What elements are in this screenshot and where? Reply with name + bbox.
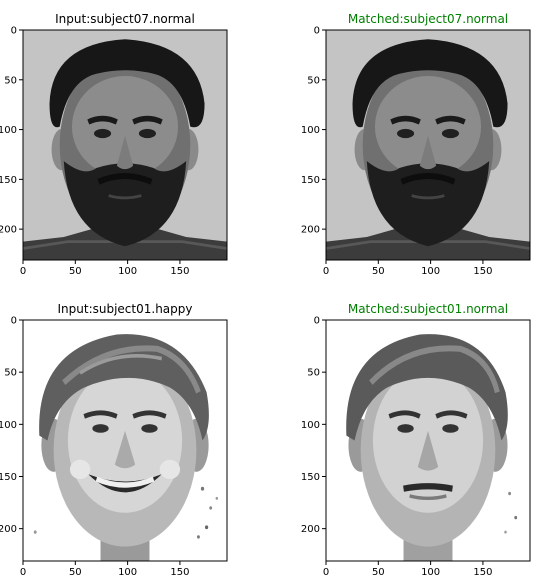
y-tick-label: 0 [11,316,17,327]
y-tick-label: 150 [0,175,17,186]
y-tick-label: 50 [4,368,17,379]
subplot-title: Input:subject01.happy [58,302,193,316]
x-tick-label: 100 [118,567,137,578]
subplot-1: Input:subject07.normal 0 50 100 150 0 50 100 150… [0,12,227,277]
axes-frame [325,29,531,261]
y-tick-label: 50 [4,75,17,86]
y-tick-label: 100 [301,420,320,431]
subplot-3: Input:subject01.happy 0 50 100 150 0 50 100 150 2… [0,302,227,578]
x-tick-label: 100 [421,266,440,277]
x-tick-label: 50 [372,567,385,578]
axes-frame [22,29,228,261]
subplot-title: Input:subject07.normal [55,12,195,26]
x-tick-label: 0 [20,567,26,578]
subplot-title: Matched:subject07.normal [348,12,508,26]
y-tick-label: 100 [0,125,17,136]
x-tick-label: 0 [323,266,329,277]
x-tick-label: 150 [170,266,189,277]
x-tick-label: 150 [473,567,492,578]
subplot-2: Matched:subject07.normal 0 50 100 150 0 50 100 1… [301,12,530,277]
y-tick-label: 200 [0,225,17,236]
subplot-title: Matched:subject01.normal [348,302,508,316]
x-tick-label: 150 [473,266,492,277]
y-tick-label: 50 [307,75,320,86]
y-tick-label: 100 [0,420,17,431]
x-tick-label: 50 [69,266,82,277]
y-tick-label: 200 [0,524,17,535]
y-tick-label: 150 [301,472,320,483]
y-tick-label: 100 [301,125,320,136]
y-tick-label: 150 [0,472,17,483]
y-tick-label: 200 [301,524,320,535]
face-image [23,30,227,260]
x-tick-label: 0 [323,567,329,578]
y-tick-label: 50 [307,368,320,379]
face-image [326,30,530,260]
x-tick-label: 50 [69,567,82,578]
x-tick-label: 150 [170,567,189,578]
axes-frame [325,319,531,562]
face-image [23,320,227,561]
y-tick-label: 0 [11,26,17,37]
y-tick-label: 0 [314,316,320,327]
x-tick-label: 50 [372,266,385,277]
x-tick-label: 100 [118,266,137,277]
face-image [326,320,530,561]
y-tick-label: 200 [301,225,320,236]
x-tick-label: 100 [421,567,440,578]
axes-frame [22,319,228,562]
y-tick-label: 150 [301,175,320,186]
x-tick-label: 0 [20,266,26,277]
subplot-4: Matched:subject01.normal 0 50 100 150 0 50 100 1… [301,302,530,578]
y-tick-label: 0 [314,26,320,37]
